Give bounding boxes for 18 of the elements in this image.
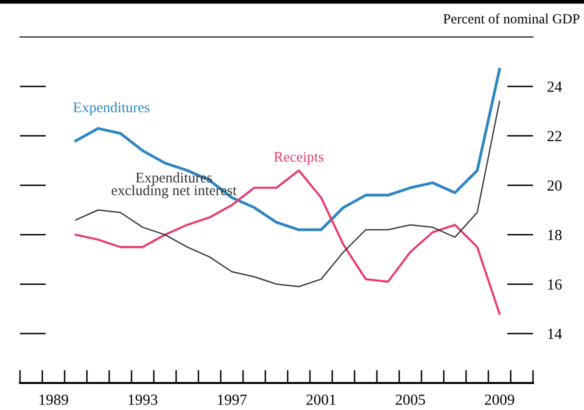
x-tick-label: 2005	[396, 394, 426, 405]
x-tick-label: 2001	[306, 394, 336, 405]
x-tick-label: 1989	[40, 394, 68, 405]
y-tick-label: 22	[548, 131, 562, 142]
line-series	[75, 100, 500, 288]
x-tick-label: 1997	[218, 394, 247, 405]
x-tick-label: 1993	[128, 394, 158, 405]
y-tick-label: 18	[548, 230, 562, 240]
y-axis-title: Percent of nominal GDP	[443, 14, 580, 24]
y-tick-label: 20	[548, 180, 562, 191]
y-tick-label: 24	[548, 82, 562, 92]
series-label: Expenditures	[73, 102, 150, 116]
line-series	[74, 68, 501, 232]
x-tick-label: 2009	[484, 394, 514, 405]
line-series	[74, 169, 501, 315]
y-tick-label: 16	[548, 279, 562, 290]
series-label: Receipts	[274, 152, 324, 165]
y-tick-label: 14	[548, 328, 562, 339]
